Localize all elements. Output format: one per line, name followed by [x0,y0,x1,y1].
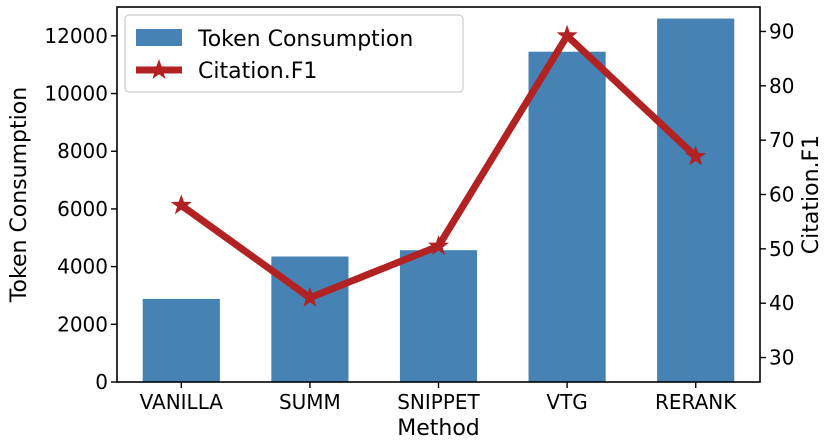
y-tick-label: 4000 [57,255,108,279]
y2-tick-label: 70 [769,128,794,152]
y-axis-right: 30 40 50 60 70 80 90 [760,19,794,370]
y-tick-label: 10000 [44,82,108,106]
point-rerank [685,145,707,166]
y-tick-label: 2000 [57,312,108,336]
legend-box [124,14,464,93]
y2-tick-label: 30 [769,346,794,370]
line-series [170,24,707,307]
y2-tick-label: 50 [769,237,794,261]
point-vanilla [170,194,192,215]
legend-swatch-token-consumption [136,29,182,46]
x-axis-label: Method [397,416,480,441]
x-tick-label: SNIPPET [397,390,480,414]
point-snippet [428,235,449,255]
point-vtg [556,24,578,45]
bar-vtg [528,51,606,382]
y2-axis-label: Citation.F1 [799,135,824,254]
legend-label-token-consumption: Token Consumption [197,27,413,52]
x-tick-label: VANILLA [140,390,224,414]
y-tick-label: 0 [95,370,108,394]
y2-tick-label: 40 [769,291,794,315]
bar-rerank [657,18,735,383]
bar-snippet [399,250,478,382]
legend-label-citation-f1: Citation.F1 [198,59,317,84]
legend: Token Consumption Citation.F1 [124,14,464,93]
x-axis: VANILLA SUMM SNIPPET VTG RERANK [140,382,737,414]
y-tick-label: 8000 [57,139,108,163]
y2-tick-label: 80 [769,74,794,98]
x-tick-label: SUMM [279,390,341,414]
y2-tick-label: 90 [769,19,794,43]
bar-vanilla [142,298,220,382]
y-tick-label: 12000 [44,24,108,48]
bar-series [142,18,735,383]
legend-star-marker [148,59,170,79]
y-axis-left: 0 2000 4000 6000 8000 10000 12000 [44,24,117,394]
x-tick-label: RERANK [655,390,737,414]
y-tick-label: 6000 [57,197,108,221]
x-tick-label: VTG [546,390,587,414]
point-summ [299,286,321,307]
y2-tick-label: 60 [769,183,794,207]
y-axis-label: Token Consumption [7,87,32,303]
